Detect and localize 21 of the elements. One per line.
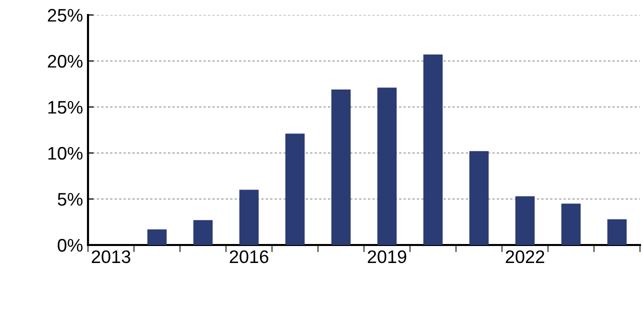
y-tick-label: 20%	[48, 54, 82, 68]
y-tick-label: 25%	[48, 8, 82, 22]
bar	[239, 190, 259, 245]
x-tick-label: 2019	[368, 250, 406, 264]
y-tick-label: 5%	[58, 193, 82, 206]
bar	[515, 196, 535, 245]
x-tick-label: 2013	[92, 250, 130, 264]
y-tick-label: 0%	[58, 238, 82, 252]
bar	[561, 204, 581, 245]
x-tick-label: 2022	[506, 250, 544, 264]
bar	[607, 219, 627, 245]
x-tick-label: 2016	[230, 250, 268, 264]
bar	[331, 90, 351, 245]
y-tick-label: 10%	[48, 146, 82, 160]
bar	[423, 54, 443, 245]
bar	[285, 134, 305, 245]
bar	[147, 229, 167, 245]
bar	[469, 151, 489, 245]
bar	[377, 88, 397, 245]
y-tick-label: 15%	[48, 101, 82, 114]
bar	[193, 220, 213, 245]
